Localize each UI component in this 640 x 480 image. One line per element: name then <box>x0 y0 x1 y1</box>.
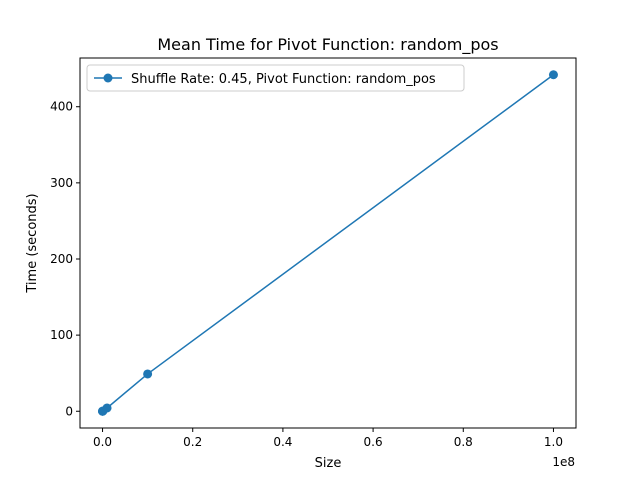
y-tick-label: 300 <box>50 176 73 190</box>
y-tick-label: 0 <box>65 404 73 418</box>
chart-title: Mean Time for Pivot Function: random_pos <box>157 35 498 55</box>
x-tick-label: 0.8 <box>454 435 473 449</box>
y-axis-label: Time (seconds) <box>25 193 40 293</box>
axes-frame <box>79 57 577 429</box>
x-axis-label: Size <box>315 456 342 471</box>
y-tick-label: 200 <box>50 252 73 266</box>
data-point <box>143 369 153 379</box>
legend-marker-sample <box>103 73 113 83</box>
series-layer <box>98 70 558 416</box>
x-axis-ticks: 0.0 0.2 0.4 0.6 0.8 1.0 <box>93 428 563 449</box>
legend: Shuffle Rate: 0.45, Pivot Function: rand… <box>86 64 465 92</box>
y-tick-label: 400 <box>50 100 73 114</box>
legend-entry-label: Shuffle Rate: 0.45, Pivot Function: rand… <box>131 72 436 87</box>
x-axis-offset-label: 1e8 <box>552 455 575 469</box>
plot-area <box>79 57 577 429</box>
x-tick-label: 0.6 <box>364 435 383 449</box>
data-point <box>102 403 112 413</box>
x-tick-label: 0.2 <box>183 435 202 449</box>
x-tick-label: 0.4 <box>273 435 292 449</box>
y-tick-label: 100 <box>50 328 73 342</box>
x-tick-label: 0.0 <box>93 435 112 449</box>
legend-box <box>86 64 465 92</box>
data-point <box>548 70 558 80</box>
x-tick-label: 1.0 <box>544 435 563 449</box>
y-axis-ticks: 0 100 200 300 400 <box>50 100 80 418</box>
